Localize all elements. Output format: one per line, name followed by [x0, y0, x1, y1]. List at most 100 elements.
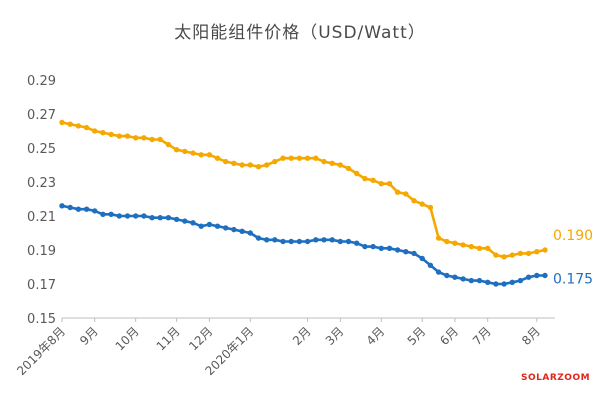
y-tick-label: 0.29: [27, 74, 56, 89]
data-point: [264, 162, 270, 168]
data-point: [223, 225, 229, 231]
data-point: [313, 155, 319, 161]
data-point: [198, 223, 204, 229]
data-point: [92, 128, 98, 134]
data-point: [255, 164, 262, 170]
data-point: [83, 206, 90, 212]
data-point: [419, 201, 425, 207]
data-point: [394, 189, 401, 195]
data-point: [444, 238, 450, 245]
data-point: [100, 211, 106, 217]
data-point: [394, 247, 401, 253]
data-point: [370, 243, 376, 250]
x-tick-label: 3月: [323, 324, 347, 348]
data-point: [435, 269, 442, 275]
data-point: [67, 204, 73, 211]
data-point: [214, 155, 221, 161]
series-line: [60, 121, 547, 259]
data-point: [313, 237, 319, 243]
data-point: [485, 279, 491, 285]
data-point: [75, 206, 82, 212]
data-point: [337, 162, 343, 168]
x-tick-label: 11月: [154, 324, 183, 353]
data-point: [411, 250, 417, 257]
data-point: [534, 272, 540, 279]
data-point: [67, 121, 73, 127]
data-point: [321, 237, 327, 243]
data-point: [116, 213, 123, 219]
x-tick-label: 2019年8月: [14, 324, 68, 378]
data-point: [304, 238, 311, 245]
data-point: [517, 250, 524, 257]
data-point: [206, 221, 213, 228]
data-point: [165, 141, 172, 148]
data-point: [460, 276, 466, 282]
chart-title: 太阳能组件价格（USD/Watt）: [174, 23, 426, 43]
data-point: [280, 155, 286, 161]
data-point: [157, 215, 163, 221]
data-point: [108, 211, 114, 217]
data-point: [223, 158, 229, 165]
data-point: [525, 250, 532, 257]
data-point: [378, 245, 384, 251]
data-point: [517, 277, 524, 284]
x-tick-label: 6月: [437, 324, 461, 348]
data-point: [321, 158, 327, 165]
data-point: [493, 281, 499, 287]
solarzoom-watermark: SOLARZOOM: [521, 373, 591, 383]
y-tick-label: 0.17: [27, 278, 56, 293]
series-layer: 0.190 0.175: [59, 119, 593, 288]
x-tick-label: 9月: [77, 324, 101, 348]
data-point: [280, 238, 286, 245]
y-tick-label: 0.21: [27, 210, 56, 225]
data-point: [337, 238, 343, 245]
data-point: [75, 123, 82, 129]
x-tick-label: 7月: [470, 324, 494, 348]
data-point: [427, 262, 434, 268]
data-point: [362, 175, 368, 182]
x-tick-label: 12月: [186, 324, 215, 353]
data-point: [198, 152, 204, 158]
data-point: [476, 277, 483, 284]
y-tick-label: 0.19: [27, 244, 56, 259]
data-point: [59, 119, 65, 126]
data-point: [141, 213, 147, 219]
data-point: [329, 237, 335, 243]
data-point: [182, 148, 188, 155]
data-point: [345, 238, 352, 245]
data-point: [468, 277, 474, 284]
data-point: [542, 247, 548, 253]
data-point: [501, 281, 507, 287]
data-point: [149, 136, 155, 143]
x-tick-label: 2月: [290, 324, 314, 348]
data-point: [124, 133, 131, 139]
data-point: [296, 238, 303, 245]
data-point: [476, 245, 483, 251]
data-point: [190, 220, 196, 226]
data-point: [411, 198, 417, 204]
data-point: [435, 235, 442, 241]
data-point: [329, 160, 335, 166]
data-point: [100, 130, 106, 136]
data-point: [231, 160, 237, 166]
data-point: [403, 191, 409, 197]
data-point: [485, 245, 491, 251]
data-point: [345, 165, 352, 172]
data-point: [444, 272, 450, 279]
data-point: [296, 155, 303, 161]
data-point: [133, 135, 139, 141]
data-point: [59, 203, 65, 209]
data-point: [403, 249, 409, 255]
data-point: [354, 170, 360, 177]
data-point: [427, 204, 434, 211]
data-point: [452, 240, 458, 246]
data-point: [272, 237, 278, 243]
x-tick-label: 10月: [113, 324, 142, 353]
data-point: [108, 131, 114, 138]
y-axis: 0.15 0.17 0.19 0.21 0.23 0.25 0.27 0.29: [27, 74, 56, 327]
data-point: [214, 223, 221, 229]
data-point: [468, 243, 474, 250]
series-1: 0.175: [59, 203, 593, 288]
